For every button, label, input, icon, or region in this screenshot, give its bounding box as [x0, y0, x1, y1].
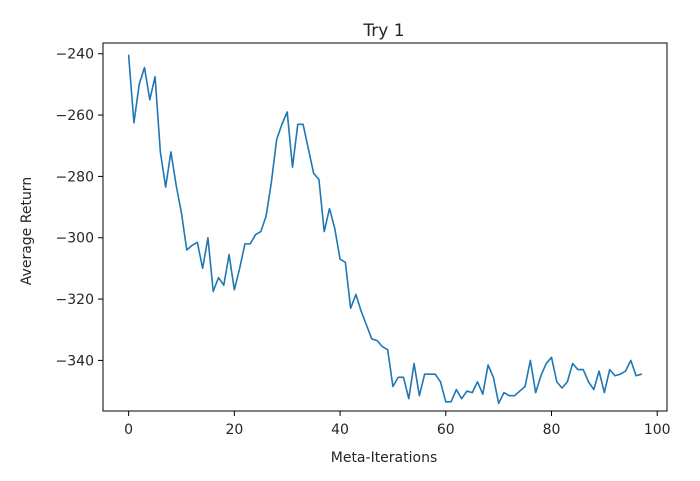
chart-title: Try 1: [362, 21, 404, 41]
axes-frame: [102, 42, 668, 412]
y-tick-label: −320: [56, 292, 94, 308]
y-tick-label: −260: [56, 108, 94, 124]
axes-layer: [98, 42, 668, 416]
x-tick-label: 60: [437, 422, 455, 438]
y-axis-label: Average Return: [19, 177, 35, 285]
x-tick-label: 100: [644, 422, 671, 438]
y-tick-label: −340: [56, 353, 94, 369]
x-tick-label: 20: [225, 422, 243, 438]
series-layer: [127, 54, 643, 405]
x-axis-label: Meta-Iterations: [331, 450, 438, 466]
x-tick-label: 80: [543, 422, 561, 438]
y-tick-label: −280: [56, 169, 94, 185]
y-tick-label: −240: [56, 47, 94, 63]
series-line: [127, 54, 643, 405]
x-tick-label: 0: [124, 422, 133, 438]
text-layer: Try 1 Meta-Iterations Average Return 0 20…: [19, 21, 671, 466]
x-tick-label: 40: [331, 422, 349, 438]
y-tick-label: −300: [56, 231, 94, 247]
